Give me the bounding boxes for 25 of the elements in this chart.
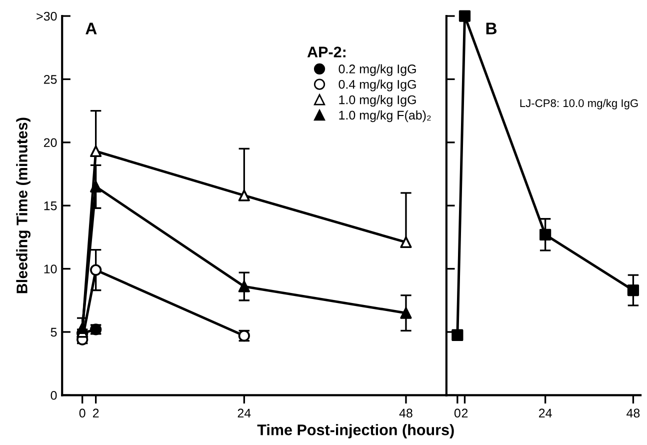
legend-title: AP-2:: [307, 46, 346, 58]
x-tick-label: 0: [454, 408, 460, 418]
x-axis-title: Time Post-injection (hours): [257, 424, 454, 438]
y-tick-label: 25: [44, 75, 57, 84]
chart-title: B: [486, 22, 497, 34]
series-label: LJ-CP8: 10.0 mg/kg IgG: [520, 98, 638, 110]
y-tick-label: 20: [44, 138, 57, 148]
x-tick-label: 24: [238, 408, 251, 418]
y-tick-label: >30: [36, 12, 57, 21]
legend-label: 0.4 mg/kg IgG: [338, 80, 416, 92]
x-tick-label: 0: [79, 408, 86, 418]
y-axis-title: Bleeding Time (minutes): [16, 118, 30, 294]
legend-label: 0.2 mg/kg IgG: [338, 64, 416, 76]
y-tick-label: 5: [50, 328, 57, 337]
chart-title: A: [86, 22, 97, 34]
y-tick-label: 15: [44, 202, 57, 210]
x-tick-label: 2: [462, 408, 468, 418]
y-tick-label: 0: [50, 390, 57, 400]
x-tick-label: 48: [626, 408, 640, 418]
x-tick-label: 24: [538, 408, 552, 418]
x-tick-label: 2: [92, 408, 99, 418]
x-tick-label: 48: [399, 408, 412, 418]
legend-label: 1.0 mg/kg F(ab)₂: [339, 110, 431, 122]
legend-label: 1.0 mg/kg IgG: [339, 95, 416, 107]
y-tick-label: 10: [44, 264, 57, 274]
